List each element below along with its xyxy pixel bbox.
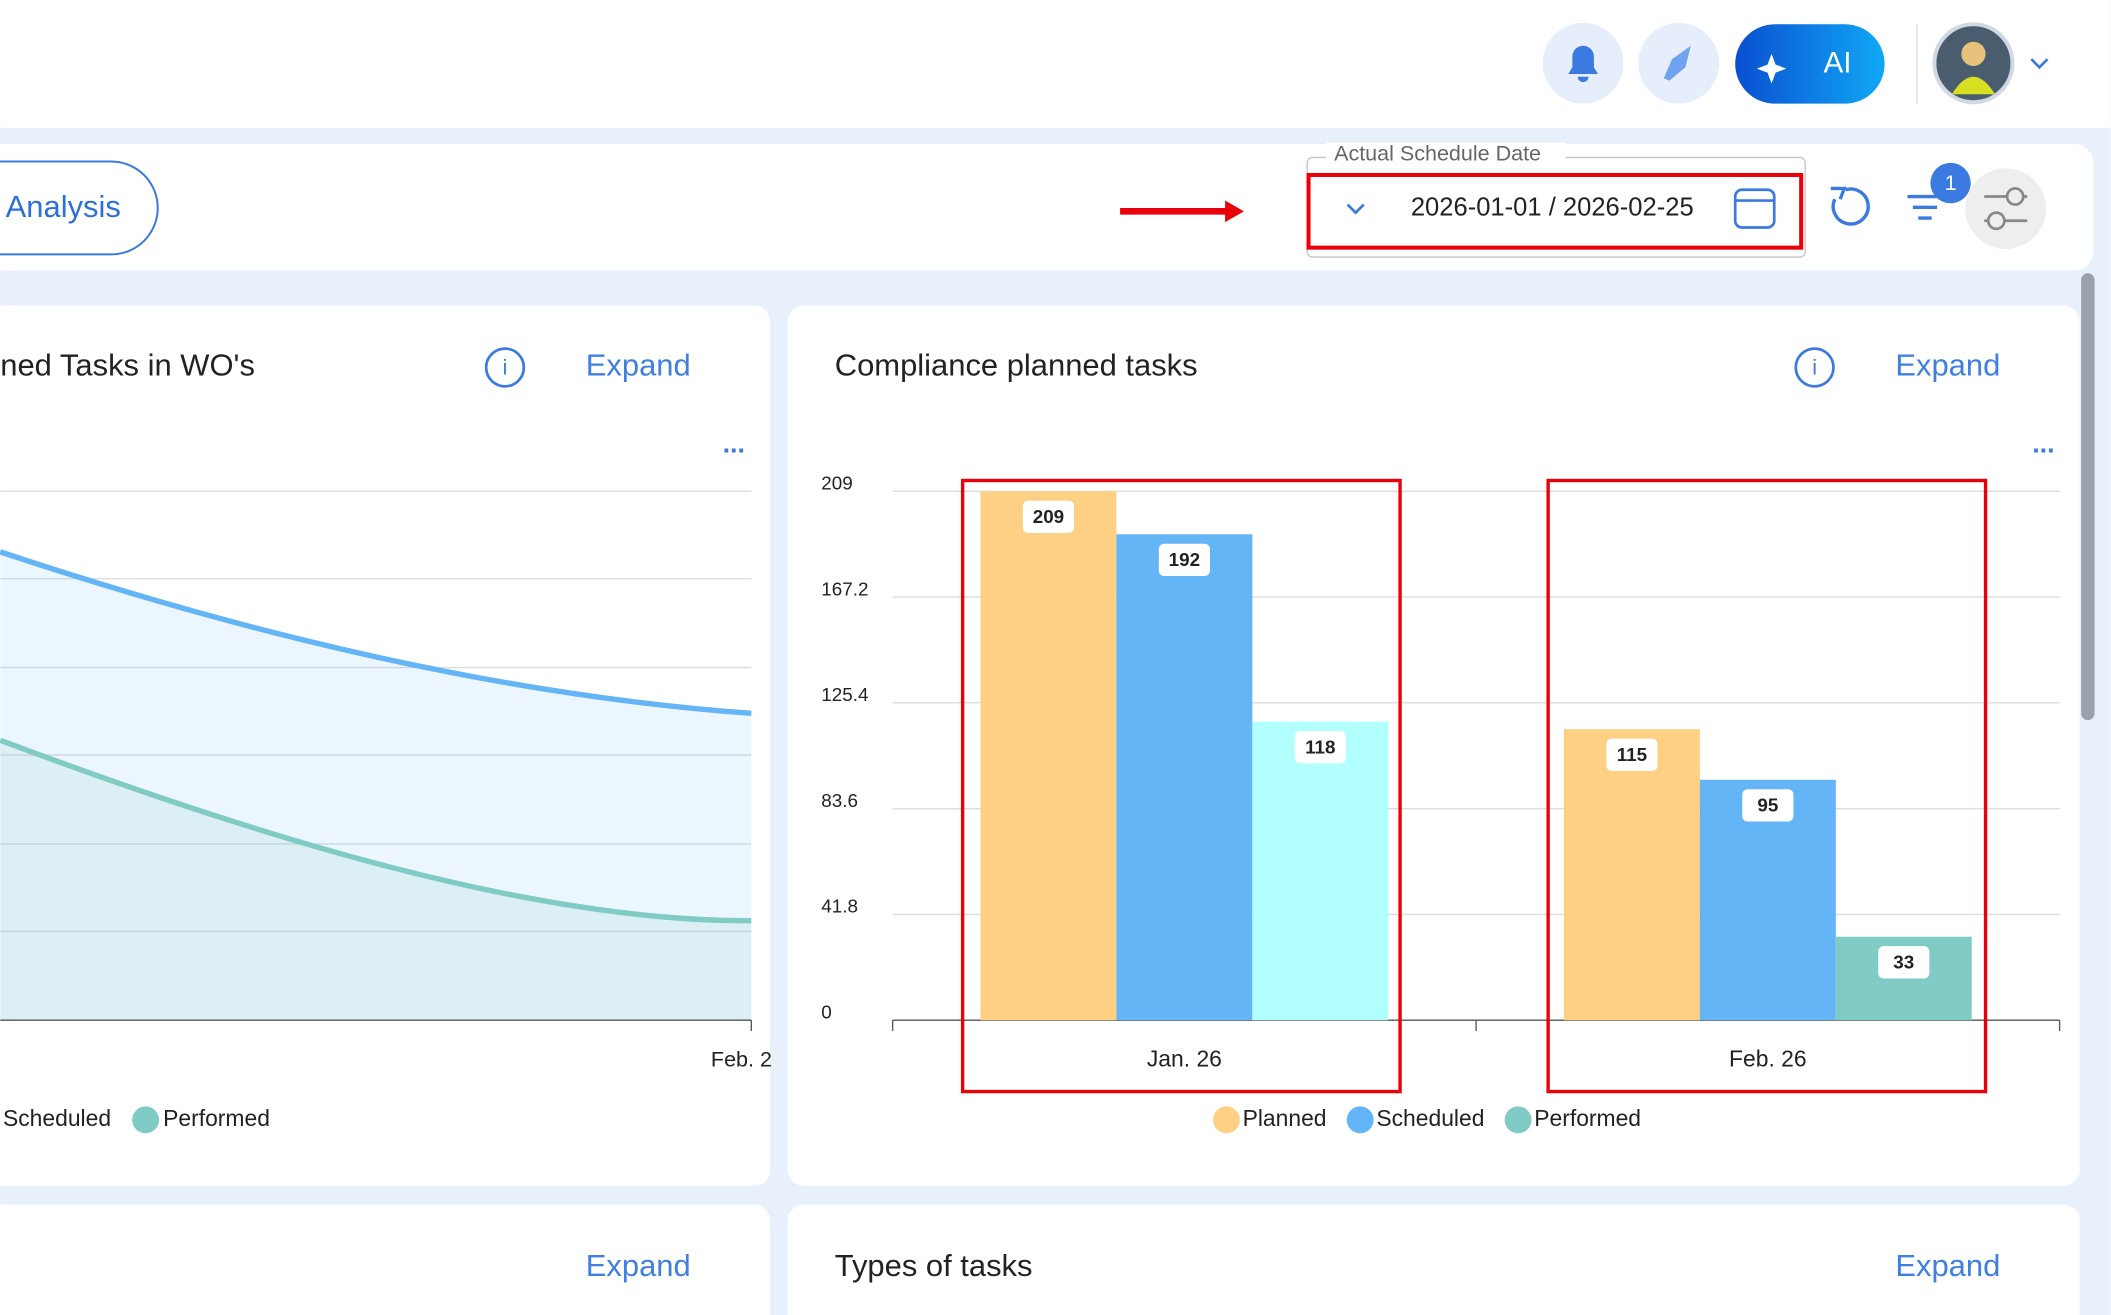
left-card-title: ned Tasks in WO's xyxy=(0,348,255,383)
legend-label: Planned xyxy=(1243,1105,1327,1131)
bar xyxy=(1563,729,1700,1021)
bar xyxy=(980,491,1117,1021)
y-tick-label: 209 xyxy=(821,473,852,494)
rocket-icon xyxy=(1663,45,1691,81)
legend-dot xyxy=(132,1106,160,1134)
settings-button[interactable] xyxy=(1965,168,2047,250)
performed-area xyxy=(0,740,752,1021)
legend-label: Scheduled xyxy=(1376,1105,1484,1131)
x-tick-label: Feb. 2 xyxy=(711,1047,772,1071)
y-tick-label: 41.8 xyxy=(821,896,858,917)
annotation-box xyxy=(960,478,1402,1094)
card-title: Types of tasks xyxy=(835,1248,1033,1283)
y-tick-label: 0 xyxy=(821,1001,831,1022)
more-menu[interactable]: ... xyxy=(2032,429,2054,459)
date-field-label-bg xyxy=(1326,142,1566,167)
value-label: 33 xyxy=(1893,952,1914,973)
bell-icon xyxy=(1568,45,1598,83)
annotation-box xyxy=(1546,478,1988,1094)
reset-button[interactable] xyxy=(1831,187,1870,226)
date-field-value: 2026-01-01 / 2026-02-25 xyxy=(1411,193,1694,221)
legend-label: Scheduled xyxy=(3,1105,111,1131)
settings-knob xyxy=(2005,187,2025,206)
bar xyxy=(1252,721,1389,1021)
chart-title: Compliance planned tasks xyxy=(835,348,1198,383)
date-dropdown-chevron[interactable] xyxy=(1346,203,1365,215)
bottom-card xyxy=(0,1204,771,1315)
ai-button[interactable] xyxy=(1735,24,1885,104)
value-label-bg xyxy=(1294,731,1346,764)
filter-badge xyxy=(1930,162,1971,204)
expand-button[interactable]: Expand xyxy=(586,348,691,383)
avatar-body xyxy=(1951,76,1995,95)
legend-label: Performed xyxy=(163,1105,270,1131)
legend-label: Performed xyxy=(1534,1105,1641,1131)
value-label: 115 xyxy=(1617,744,1647,765)
avatar-head xyxy=(1961,41,1986,66)
expand-button[interactable]: Expand xyxy=(1895,348,2000,383)
filter-badge-count: 1 xyxy=(1945,171,1957,195)
value-label-bg xyxy=(1742,789,1794,822)
info-icon: i xyxy=(1812,355,1817,379)
value-label: 95 xyxy=(1757,795,1778,816)
legend-dot xyxy=(1212,1106,1240,1134)
left-grid xyxy=(0,490,752,933)
y-tick-label: 125.4 xyxy=(821,684,868,705)
ai-label: AI xyxy=(1824,46,1852,79)
performed-line xyxy=(0,737,752,924)
value-label: 192 xyxy=(1169,549,1200,570)
x-tick-label: Feb. 26 xyxy=(1729,1046,1807,1072)
left-x-axis xyxy=(0,1019,752,1032)
settings-knob xyxy=(1986,211,2006,231)
value-label-bg xyxy=(1158,543,1210,577)
info-button[interactable] xyxy=(484,347,526,388)
avatar-chevron[interactable] xyxy=(2030,58,2049,70)
left-card xyxy=(0,305,771,1186)
value-label-bg xyxy=(1606,738,1658,771)
value-label: 209 xyxy=(1033,506,1064,527)
expand-button[interactable]: Expand xyxy=(1895,1248,2000,1283)
value-label-bg xyxy=(1878,946,1930,979)
legend-dot xyxy=(1504,1106,1532,1134)
reset-arrow xyxy=(1830,186,1847,200)
chart: 0 41.8 83.6 125.4 167.2 209 Jan. 26 209 192 118 Fe… xyxy=(821,473,2061,1134)
x-tick-label: Jan. 26 xyxy=(1147,1046,1222,1072)
bar xyxy=(1116,534,1253,1021)
annotation-box xyxy=(1306,172,1804,250)
info-button[interactable] xyxy=(1794,347,1835,388)
y-tick-label: 83.6 xyxy=(821,790,858,811)
value-label-bg xyxy=(1022,500,1075,533)
annotation-arrowhead xyxy=(1225,200,1244,223)
expand-button[interactable]: Expand xyxy=(586,1248,691,1283)
calendar-icon[interactable] xyxy=(1733,188,1776,229)
scheduled-line xyxy=(0,549,752,717)
scrollbar-thumb[interactable] xyxy=(2081,273,2095,721)
info-icon: i xyxy=(503,355,508,379)
sparkle-icon xyxy=(1756,53,1787,84)
analysis-tab-label: Analysis xyxy=(6,189,121,224)
y-tick-label: 167.2 xyxy=(821,578,868,599)
legend-dot xyxy=(1346,1106,1374,1134)
more-menu[interactable]: ... xyxy=(723,429,745,459)
bottom-card xyxy=(787,1204,2080,1315)
date-field-label: Actual Schedule Date xyxy=(1334,141,1541,165)
analysis-tab[interactable] xyxy=(0,160,159,256)
value-label: 118 xyxy=(1305,736,1335,757)
